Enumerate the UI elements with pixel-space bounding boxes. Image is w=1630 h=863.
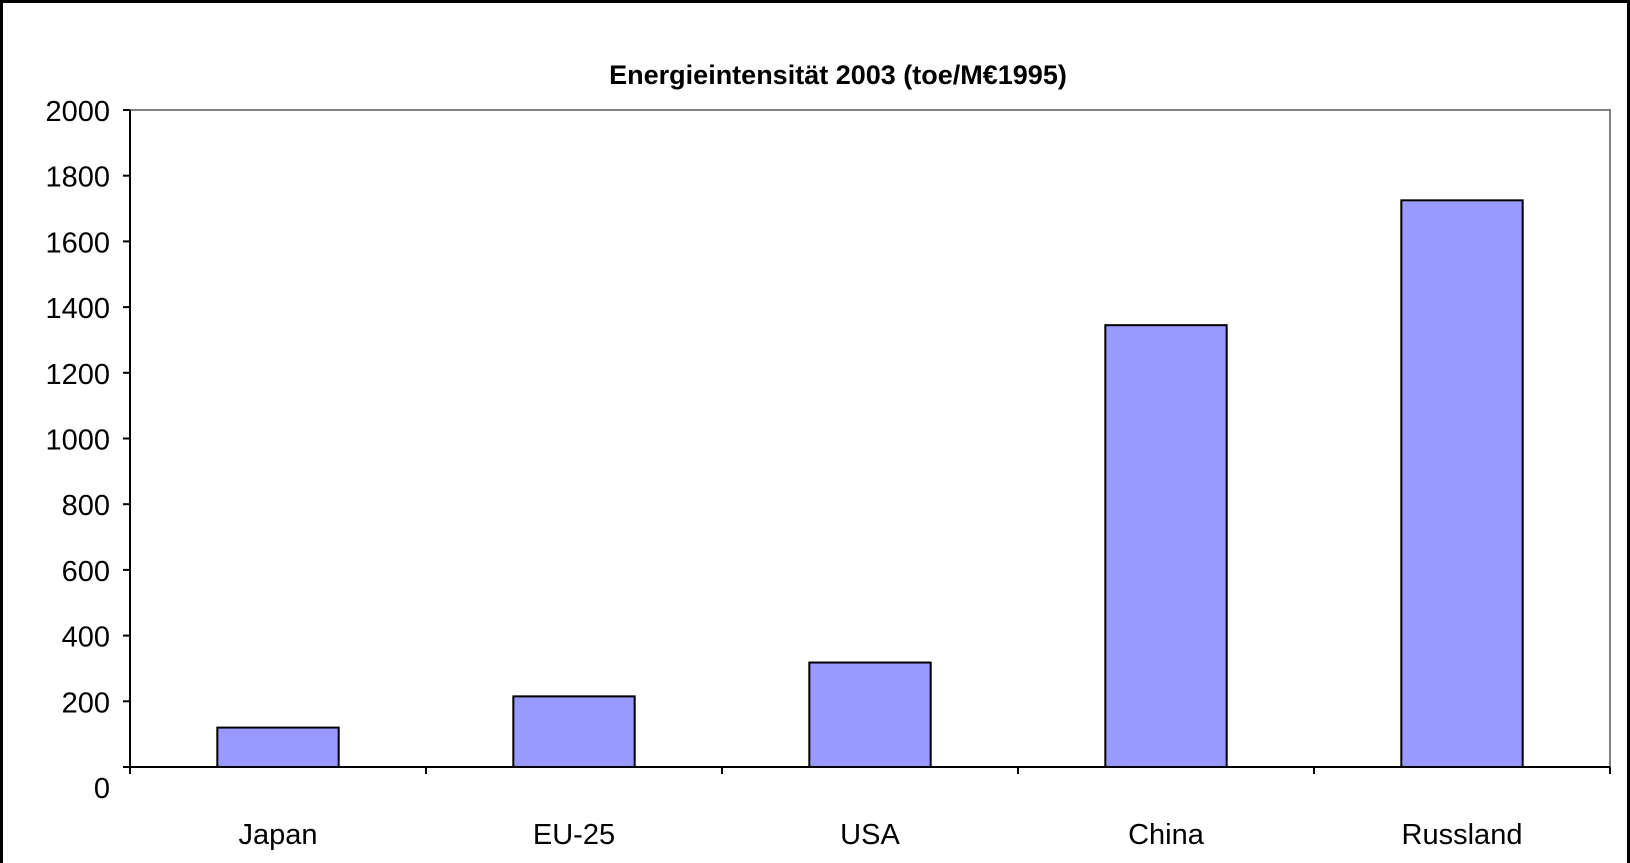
y-tick-label: 0	[94, 773, 110, 805]
x-tick-label: Japan	[238, 819, 317, 851]
bar-usa	[808, 661, 932, 768]
chart-title: Energieintensität 2003 (toe/M€1995)	[609, 60, 1067, 90]
bar-japan	[216, 726, 340, 769]
y-tick-label: 1400	[45, 293, 110, 325]
x-tick-label: China	[1128, 819, 1205, 851]
y-tick-label: 1800	[45, 162, 110, 194]
x-tick-label: USA	[840, 819, 900, 851]
y-axis: 0 200 400 600 800 1000 1200 1400 1600 1800 2000	[45, 96, 131, 805]
y-tick-label: 1600	[45, 227, 110, 259]
y-tick-label: 1000	[45, 425, 110, 457]
y-tick-label: 600	[62, 556, 110, 588]
y-tick-label: 200	[62, 687, 110, 719]
x-tick-label: Russland	[1402, 819, 1523, 851]
x-axis: Japan EU-25 USA China Russland	[129, 766, 1611, 851]
y-tick-label: 400	[62, 622, 110, 654]
y-tick-label: 2000	[45, 96, 110, 128]
plot-area	[129, 109, 1611, 768]
bar-russland	[1400, 199, 1524, 768]
y-tick-label: 800	[62, 490, 110, 522]
bar-china	[1104, 324, 1228, 768]
x-tick-label: EU-25	[533, 819, 615, 851]
y-tick-label: 1200	[45, 359, 110, 391]
bars	[216, 199, 1524, 769]
bar-eu-25	[512, 695, 636, 768]
